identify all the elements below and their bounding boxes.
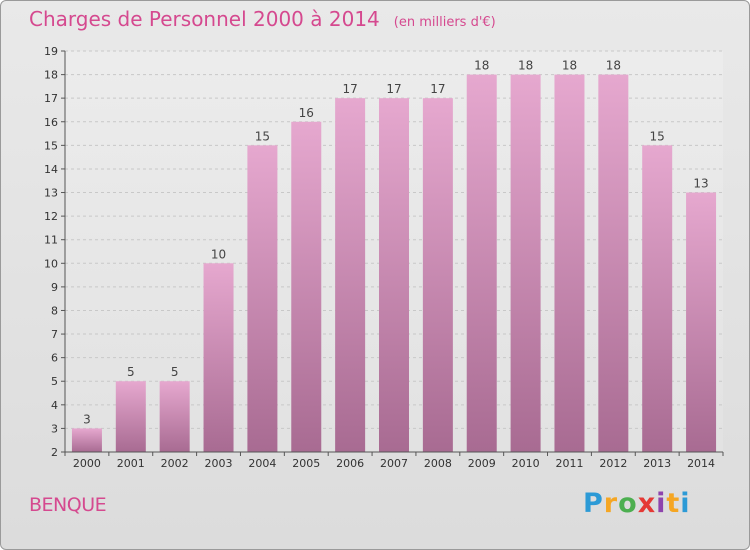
data-label: 18: [562, 59, 577, 73]
y-tick-label: 2: [51, 446, 58, 459]
data-label: 17: [342, 82, 357, 96]
y-tick-label: 11: [44, 234, 58, 247]
data-label: 15: [255, 129, 270, 143]
y-tick-label: 8: [51, 304, 58, 317]
x-tick-label: 2012: [599, 457, 627, 470]
data-label: 17: [430, 82, 445, 96]
x-tick-label: 2006: [336, 457, 364, 470]
bar: [642, 145, 673, 452]
bar: [554, 74, 585, 453]
y-tick-label: 4: [51, 399, 58, 412]
y-tick-label: 15: [44, 139, 58, 152]
chart-title: Charges de Personnel 2000 à 2014 (en mill…: [29, 7, 496, 31]
data-label: 18: [474, 59, 489, 73]
x-tick-label: 2000: [73, 457, 101, 470]
x-tick-label: 2005: [292, 457, 320, 470]
data-label: 3: [83, 412, 91, 426]
data-label: 10: [211, 247, 226, 261]
data-label: 18: [606, 59, 621, 73]
x-tick-label: 2003: [205, 457, 233, 470]
bar: [379, 98, 409, 453]
y-tick-label: 9: [51, 281, 58, 294]
bar: [686, 192, 717, 452]
y-tick-label: 14: [44, 163, 58, 176]
bar: [291, 121, 322, 452]
chart-title-text: Charges de Personnel 2000 à 2014: [29, 7, 380, 31]
y-tick-label: 13: [44, 187, 58, 200]
x-tick-label: 2008: [424, 457, 452, 470]
bar: [159, 381, 190, 452]
bar: [335, 98, 366, 453]
y-tick-label: 10: [44, 257, 58, 270]
city-name: BENQUE: [29, 494, 107, 516]
data-label: 5: [127, 365, 135, 379]
x-tick-label: 2001: [117, 457, 145, 470]
bar: [598, 74, 629, 453]
chart-subtitle: (en milliers d'€): [393, 15, 496, 30]
bar: [422, 98, 453, 453]
x-tick-label: 2013: [643, 457, 671, 470]
x-tick-label: 2002: [161, 457, 189, 470]
y-tick-label: 19: [44, 45, 58, 58]
bar: [71, 428, 102, 452]
bar: [115, 381, 146, 452]
y-tick-label: 18: [44, 69, 58, 82]
bar: [247, 145, 278, 452]
proxiti-logo[interactable]: Proxiti: [583, 488, 691, 519]
data-label: 18: [518, 59, 533, 73]
data-label: 15: [650, 129, 665, 143]
x-tick-label: 2004: [248, 457, 276, 470]
data-label: 16: [299, 106, 314, 120]
x-tick-label: 2007: [380, 457, 408, 470]
x-tick-label: 2014: [687, 457, 715, 470]
x-tick-label: 2010: [512, 457, 540, 470]
bar: [466, 74, 497, 453]
data-label: 17: [386, 82, 401, 96]
y-tick-label: 6: [51, 352, 58, 365]
y-tick-label: 16: [44, 116, 58, 129]
bar: [510, 74, 541, 453]
x-tick-label: 2009: [468, 457, 496, 470]
y-tick-label: 7: [51, 328, 58, 341]
y-tick-label: 3: [51, 422, 58, 435]
y-tick-label: 5: [51, 375, 58, 388]
y-tick-label: 17: [44, 92, 58, 105]
y-tick-label: 12: [44, 210, 58, 223]
x-tick-label: 2011: [555, 457, 583, 470]
data-label: 13: [693, 177, 708, 191]
data-label: 5: [171, 365, 179, 379]
bar: [203, 263, 234, 452]
